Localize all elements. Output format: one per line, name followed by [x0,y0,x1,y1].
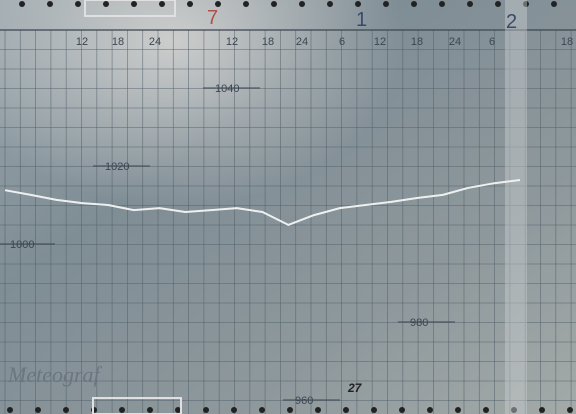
perforation [243,1,249,7]
pressure-label: 1020 [105,161,129,173]
perforation [495,1,501,7]
hour-label: 12 [374,36,386,48]
day-label: 7 [207,7,218,29]
hour-label: 6 [339,36,345,48]
hour-label: 18 [262,36,274,48]
perforation [271,1,277,7]
perforation [287,407,293,413]
pressure-label: 980 [410,317,428,329]
perforation [19,1,25,7]
page: {"day_labels":["7","1","2"], "hour_label… [0,0,576,414]
perforation [539,407,545,413]
perforation [47,1,53,7]
perforation [551,1,557,7]
perforation [35,407,41,413]
perforation [231,407,237,413]
hour-label: 18 [112,36,124,48]
pressure-label: 1000 [10,239,34,251]
perforation [63,407,69,413]
pressure-label: 1040 [215,83,239,95]
perforation [327,1,333,7]
hour-label: 24 [149,36,161,48]
perforation [411,1,417,7]
perforation [259,407,265,413]
perforation [103,1,109,7]
perforation [187,1,193,7]
perforation [355,1,361,7]
footer-number: 27 [347,381,363,395]
hour-label: 18 [561,36,573,48]
pen-arm [505,0,527,414]
barograph-photo: 7 1 2 Meteograf 27 12 18 24 12 18 24 6 12 18 24 6 1… [0,0,576,414]
perforation [483,407,489,413]
hour-label: 24 [449,36,461,48]
perforation [147,407,153,413]
perforation [75,1,81,7]
pressure-label: 960 [295,395,313,407]
perforation [455,407,461,413]
perforation [439,1,445,7]
perforation [383,1,389,7]
hour-label: 18 [411,36,423,48]
perforation [567,407,573,413]
perforation [315,407,321,413]
glare [0,0,576,414]
perforation [343,407,349,413]
hour-label: 6 [489,36,495,48]
day-label: 2 [506,11,517,33]
hour-label: 24 [296,36,308,48]
day-label: 1 [356,9,367,31]
perforation [467,1,473,7]
perforation [7,407,13,413]
hour-label: 12 [226,36,238,48]
perforation [119,407,125,413]
perforation [299,1,305,7]
perforation [159,1,165,7]
perforation [427,407,433,413]
perforation [203,407,209,413]
perforation [371,407,377,413]
perforation [399,407,405,413]
hour-label: 12 [76,36,88,48]
brand: Meteograf [7,362,103,387]
perforation [131,1,137,7]
